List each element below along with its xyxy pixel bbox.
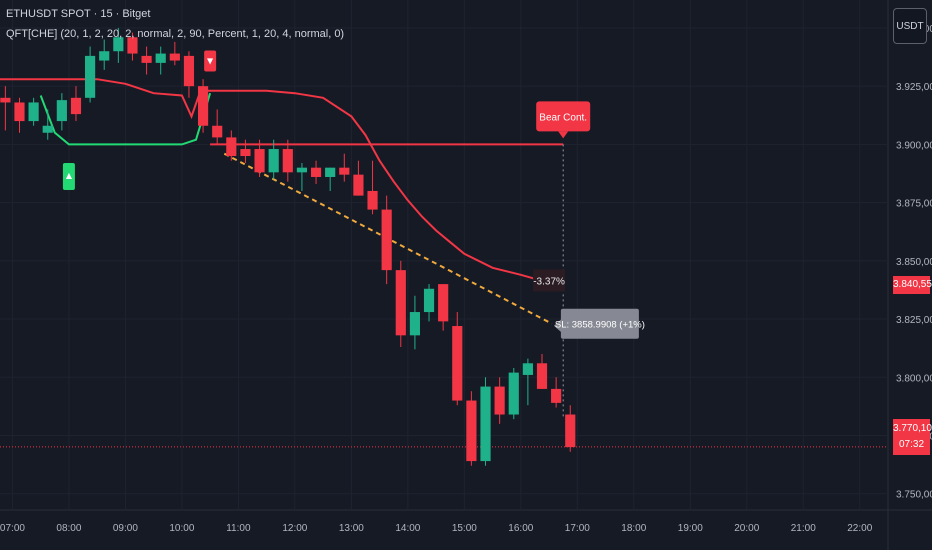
last-price-value: 3.770,10 bbox=[893, 423, 932, 434]
bear-cont-label-bg bbox=[536, 101, 591, 132]
x-tick-label: 21:00 bbox=[791, 523, 816, 534]
y-tick-label: 3.825,00 bbox=[896, 315, 932, 326]
bear-cont-pointer bbox=[558, 131, 569, 139]
x-tick-label: 12:00 bbox=[282, 523, 307, 534]
candle-body bbox=[551, 388, 562, 403]
candle-body bbox=[28, 102, 39, 122]
candle-body bbox=[268, 149, 279, 173]
y-tick-label: 3.850,00 bbox=[896, 257, 932, 268]
candle-body bbox=[565, 414, 576, 448]
currency-button[interactable]: USDT bbox=[893, 8, 927, 44]
candle-body bbox=[282, 149, 293, 173]
candle-body bbox=[0, 97, 11, 103]
x-tick-label: 22:00 bbox=[847, 523, 872, 534]
candle-body bbox=[226, 137, 237, 157]
symbol-title: ETHUSDT SPOT · 15 · Bitget bbox=[6, 8, 151, 20]
candle-body bbox=[155, 53, 166, 63]
candle-body bbox=[522, 363, 533, 375]
x-tick-label: 16:00 bbox=[508, 523, 533, 534]
candle-body bbox=[310, 167, 322, 177]
last-price-tag: 3.770,10 07:32 bbox=[893, 419, 932, 455]
y-tick-label: 3.800,00 bbox=[896, 373, 932, 384]
x-tick-label: 18:00 bbox=[621, 523, 646, 534]
candle-body bbox=[296, 167, 308, 173]
candle-body bbox=[141, 55, 152, 63]
candle-body bbox=[466, 400, 477, 462]
buy-marker bbox=[62, 163, 75, 191]
candle-body bbox=[197, 86, 209, 126]
x-tick-label: 09:00 bbox=[113, 523, 138, 534]
candle-body bbox=[325, 167, 336, 177]
candle-body bbox=[183, 55, 195, 87]
sl-pointer bbox=[553, 318, 562, 333]
bear-cont-label: Bear Cont. bbox=[539, 112, 587, 123]
candle-body bbox=[254, 149, 265, 173]
pct-label-bg bbox=[533, 269, 566, 292]
candle-body bbox=[494, 386, 505, 415]
x-tick-label: 07:00 bbox=[0, 523, 25, 534]
y-tick-label: 3.875,00 bbox=[896, 199, 932, 210]
x-tick-label: 17:00 bbox=[565, 523, 590, 534]
buy-marker-icon: ▲ bbox=[66, 171, 73, 180]
indicator-legend[interactable]: QFT[CHE] (20, 1, 2, 20, 2, normal, 2, 90… bbox=[6, 28, 345, 40]
candles bbox=[0, 27, 576, 466]
sl-label-bg bbox=[560, 308, 639, 339]
candle-body bbox=[381, 209, 392, 271]
x-tick-label: 13:00 bbox=[339, 523, 364, 534]
candle-body bbox=[56, 100, 67, 122]
candle-body bbox=[353, 174, 364, 196]
x-tick-label: 11:00 bbox=[226, 523, 251, 534]
candle-body bbox=[438, 284, 449, 322]
sell-marker bbox=[204, 50, 217, 72]
candle-body bbox=[423, 288, 435, 313]
y-tick-label: 3.925,00 bbox=[896, 82, 932, 93]
candle-body bbox=[70, 97, 82, 115]
candle-body bbox=[480, 386, 491, 462]
chart-labels: ▲ ▼ Bear Cont. -3.37% SL: 3858.9908 (+1%) bbox=[62, 50, 645, 339]
candle-body bbox=[212, 125, 223, 138]
candle-body bbox=[169, 53, 180, 61]
x-tick-label: 15:00 bbox=[452, 523, 477, 534]
stop-loss-label: SL: 3858.9908 (+1%) bbox=[555, 320, 645, 331]
candle-body bbox=[240, 149, 251, 157]
x-tick-label: 10:00 bbox=[169, 523, 194, 534]
candle-body bbox=[113, 37, 124, 52]
ma-line bbox=[0, 78, 550, 284]
time-axis[interactable]: 07:00 08:00 09:00 10:00 11:00 12:00 13:00 14:00… bbox=[0, 523, 873, 534]
y-tick-label: 3.900,00 bbox=[896, 140, 932, 151]
sell-marker-icon: ▼ bbox=[207, 57, 214, 66]
candle-body bbox=[395, 270, 406, 336]
candle-body bbox=[42, 125, 53, 133]
candle-body bbox=[409, 312, 420, 336]
bar-countdown: 07:32 bbox=[898, 439, 925, 450]
ma-price-tag: 3.840,55 bbox=[893, 276, 932, 294]
y-tick-label: 3.750,00 bbox=[896, 490, 932, 501]
candle-body bbox=[508, 372, 519, 415]
x-tick-label: 08:00 bbox=[56, 523, 81, 534]
x-tick-label: 20:00 bbox=[734, 523, 759, 534]
candle-body bbox=[99, 51, 110, 61]
candle-body bbox=[85, 55, 96, 98]
candle-body bbox=[367, 190, 378, 210]
pct-change-label: -3.37% bbox=[533, 276, 565, 287]
x-tick-label: 14:00 bbox=[395, 523, 420, 534]
candle-body bbox=[452, 326, 463, 401]
candle-body bbox=[536, 363, 548, 389]
candle-body bbox=[14, 102, 25, 122]
candle-body bbox=[339, 167, 350, 175]
x-tick-label: 19:00 bbox=[678, 523, 703, 534]
candle-body bbox=[127, 37, 138, 54]
